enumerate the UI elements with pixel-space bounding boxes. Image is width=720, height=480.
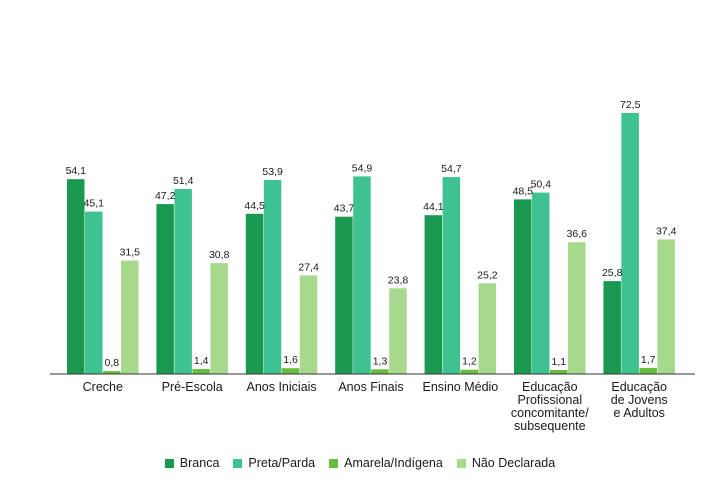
data-label: 0,8 xyxy=(104,357,119,369)
data-label: 37,4 xyxy=(656,225,677,237)
category-label-line: Anos Iniciais xyxy=(247,380,317,394)
legend-label: Não Declarada xyxy=(471,456,556,470)
bar-branca-3 xyxy=(335,216,353,374)
data-label: 1,2 xyxy=(462,356,477,368)
data-label: 31,5 xyxy=(120,247,141,259)
bar-preta-parda-1 xyxy=(174,189,192,374)
legend: Branca Preta/Parda Amarela/Indígena Não Dec… xyxy=(0,456,720,470)
data-label: 44,1 xyxy=(423,201,444,213)
category-label-line: Ensino Médio xyxy=(423,380,499,394)
bar-amarela-ind-gena-5 xyxy=(550,370,568,374)
category-label-line: Anos Finais xyxy=(338,380,403,394)
legend-item: Preta/Parda xyxy=(233,456,315,470)
bar-amarela-ind-gena-6 xyxy=(639,367,657,374)
bar-amarela-ind-gena-3 xyxy=(371,369,389,374)
legend-swatch xyxy=(329,458,339,468)
legend-label: Amarela/Indígena xyxy=(344,456,443,470)
category-label-line: Profissional xyxy=(517,393,582,407)
data-label: 50,4 xyxy=(531,179,552,191)
data-label: 25,8 xyxy=(602,267,623,279)
category-label-line: subsequente xyxy=(514,419,586,433)
category-label-line: Creche xyxy=(83,380,123,394)
legend-swatch xyxy=(164,458,174,468)
bar-n-o-declarada-6 xyxy=(657,239,675,374)
category-label-line: de Jovens xyxy=(611,393,668,407)
bar-amarela-ind-gena-2 xyxy=(281,368,300,374)
bar-branca-6 xyxy=(603,281,621,374)
bar-preta-parda-3 xyxy=(353,176,371,374)
value-labels-group: 54,1 45,1 0,8 31,5 47,2 51,4 1,4 30,8 44,5 53,9 1,… xyxy=(66,99,677,369)
data-label: 1,1 xyxy=(551,356,566,368)
bar-branca-0 xyxy=(67,179,85,374)
bars-group xyxy=(67,113,675,374)
category-label-line: Educação xyxy=(522,380,578,394)
bar-n-o-declarada-1 xyxy=(210,263,228,374)
data-label: 47,2 xyxy=(155,190,176,202)
category-label: Pré-Escola xyxy=(162,380,223,394)
bar-branca-1 xyxy=(156,204,174,374)
bar-branca-2 xyxy=(245,213,264,374)
bar-n-o-declarada-3 xyxy=(389,288,407,374)
data-label: 36,6 xyxy=(567,228,588,240)
bar-n-o-declarada-0 xyxy=(121,260,139,374)
bar-amarela-ind-gena-4 xyxy=(460,369,479,374)
data-label: 27,4 xyxy=(298,261,319,273)
legend-label: Preta/Parda xyxy=(248,456,316,470)
data-label: 23,8 xyxy=(388,274,409,286)
legend-item: Amarela/Indígena xyxy=(329,456,443,470)
data-label: 45,1 xyxy=(84,198,105,210)
data-label: 48,5 xyxy=(513,185,534,197)
bar-preta-parda-2 xyxy=(263,180,282,374)
category-label-line: concomitante/ xyxy=(511,406,589,420)
bar-preta-parda-4 xyxy=(442,177,461,374)
category-label: Anos Finais xyxy=(338,380,403,394)
legend-item: Não Declarada xyxy=(456,456,556,470)
data-label: 54,1 xyxy=(66,165,87,177)
bar-preta-parda-6 xyxy=(621,113,639,374)
category-label: Educação de Jovens e Adultos xyxy=(611,380,668,420)
bar-branca-5 xyxy=(514,199,532,374)
category-labels-group: Creche Pré-Escola Anos Iniciais Anos Finais… xyxy=(83,380,668,433)
bar-branca-4 xyxy=(424,215,443,374)
data-label: 43,7 xyxy=(334,203,355,215)
legend-swatch xyxy=(456,458,466,468)
category-label-line: Educação xyxy=(611,380,667,394)
data-label: 25,2 xyxy=(477,269,498,281)
data-label: 72,5 xyxy=(620,99,641,111)
legend-label: Branca xyxy=(179,456,220,470)
bar-preta-parda-5 xyxy=(532,192,550,374)
bar-amarela-ind-gena-0 xyxy=(103,371,121,374)
category-label: Anos Iniciais xyxy=(247,380,317,394)
data-label: 1,6 xyxy=(283,354,298,366)
bar-n-o-declarada-5 xyxy=(568,242,586,374)
data-label: 1,3 xyxy=(373,355,388,367)
data-label: 53,9 xyxy=(262,166,283,178)
category-label: Creche xyxy=(83,380,123,394)
category-label-line: Pré-Escola xyxy=(162,380,223,394)
data-label: 30,8 xyxy=(209,249,230,261)
legend-swatch xyxy=(233,458,243,468)
data-label: 1,7 xyxy=(641,354,656,366)
category-label: Educação Profissional concomitante/subsequ… xyxy=(511,380,589,433)
bar-preta-parda-0 xyxy=(85,211,103,374)
data-label: 54,7 xyxy=(441,163,462,175)
data-label: 1,4 xyxy=(194,355,209,367)
bar-amarela-ind-gena-1 xyxy=(192,369,210,374)
data-label: 51,4 xyxy=(173,175,194,187)
bar-n-o-declarada-2 xyxy=(299,275,318,374)
category-label: Ensino Médio xyxy=(423,380,499,394)
data-label: 54,9 xyxy=(352,162,373,174)
data-label: 44,5 xyxy=(244,200,265,212)
category-label-line: e Adultos xyxy=(613,406,664,420)
bar-n-o-declarada-4 xyxy=(478,283,497,374)
legend-item: Branca xyxy=(164,456,220,470)
